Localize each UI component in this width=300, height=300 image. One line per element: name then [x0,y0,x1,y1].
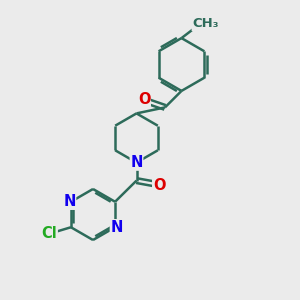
Text: N: N [63,194,76,209]
Text: O: O [153,178,165,193]
Text: N: N [110,220,123,235]
Text: CH₃: CH₃ [192,17,219,31]
Text: N: N [130,155,143,170]
Text: Cl: Cl [41,226,57,241]
Text: O: O [138,92,150,107]
